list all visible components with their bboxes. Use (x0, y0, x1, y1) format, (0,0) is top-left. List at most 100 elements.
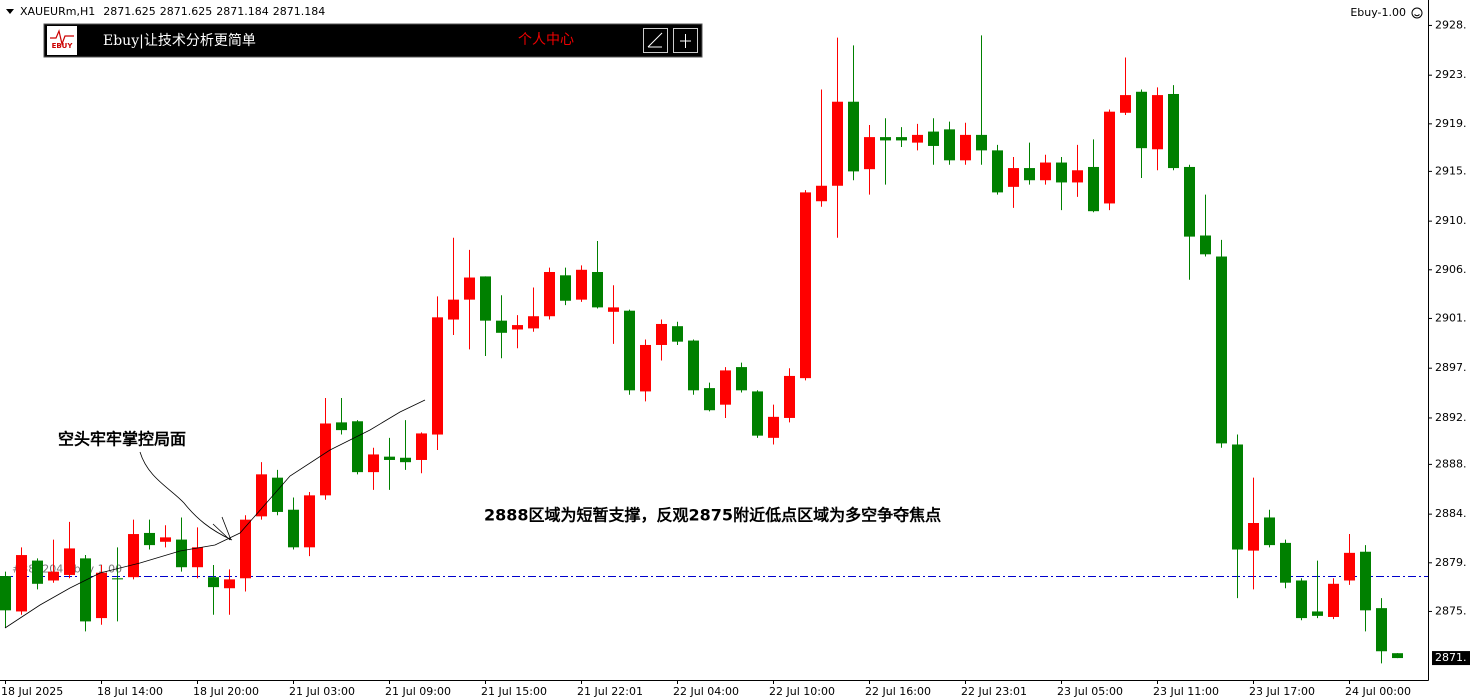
candle-body (1008, 168, 1019, 187)
candle-body (336, 422, 347, 431)
annotation: 2888区域为短暂支撑，反观2875附近低点区域为多空争夺焦点 (484, 506, 941, 525)
candle-body (1072, 170, 1083, 183)
x-tick-label: 24 Jul 00:00 (1345, 685, 1411, 698)
user-center[interactable]: 个人中心 (518, 32, 574, 48)
candle-body (560, 275, 571, 301)
header-low: 2871.184 (216, 5, 269, 18)
x-tick-label: 22 Jul 23:01 (961, 685, 1027, 698)
y-tick-label: 2892. (1435, 411, 1467, 424)
candle-body (848, 101, 859, 172)
candle-body (368, 454, 379, 473)
candle-body (832, 101, 843, 186)
candle-body (0, 576, 11, 611)
toolbar: EBUY Ebuy|让技术分析更简单 个人中心 (43, 23, 703, 58)
symbol: XAUEURm,H1 (20, 5, 95, 18)
candle-body (800, 192, 811, 379)
y-tick-label: 2897. (1435, 361, 1467, 374)
x-tick-label: 23 Jul 17:00 (1249, 685, 1315, 698)
candle-body (1104, 111, 1115, 204)
x-tick-label: 23 Jul 11:00 (1153, 685, 1219, 698)
y-tick-label: 2919. (1435, 117, 1467, 130)
candle-body (1312, 611, 1323, 616)
candle-body (288, 509, 299, 548)
candle-body (448, 299, 459, 320)
candle-body (576, 269, 587, 300)
candle-body (992, 150, 1003, 193)
candle-body (976, 134, 987, 151)
candle-body (240, 519, 251, 579)
candle-body (672, 326, 683, 342)
candle-body (224, 579, 235, 589)
candle-body (1152, 95, 1163, 150)
candle-body (176, 539, 187, 568)
menu-arrow[interactable] (6, 9, 14, 14)
candle-body (48, 571, 59, 581)
candle-body (928, 131, 939, 146)
plot-area: 2928. 2923. 2919. 2915. 2910. 2906. 2901. 2897.… (0, 18, 1470, 698)
candle-body (1344, 552, 1355, 581)
logo-wave (50, 29, 74, 47)
candle-body (384, 456, 395, 460)
candle-body (1120, 95, 1131, 113)
draw-line-button[interactable] (643, 28, 668, 53)
candle-body (464, 277, 475, 300)
annotation: 空头牢牢掌控局面 (58, 430, 186, 449)
candle-body (480, 276, 491, 321)
candle-body (752, 391, 763, 436)
candle-body (160, 537, 171, 542)
candle-body (1024, 168, 1035, 181)
pointer-line (139, 451, 233, 541)
x-tick-label: 18 Jul 20:00 (193, 685, 259, 698)
candle-body (512, 325, 523, 330)
candle-body (1168, 93, 1179, 169)
candle-body (784, 375, 795, 418)
candle-body (1360, 551, 1371, 611)
candle-body (64, 548, 75, 575)
candle-body (1328, 583, 1339, 617)
x-tick-label: 21 Jul 09:00 (385, 685, 451, 698)
x-tick-label: 22 Jul 16:00 (865, 685, 931, 698)
candle-body (272, 477, 283, 512)
y-tick-label: 2879. (1435, 556, 1467, 569)
logo-text: EBUY (52, 42, 74, 50)
x-tick-label: 21 Jul 03:00 (289, 685, 355, 698)
candle-body (112, 578, 123, 580)
candle-body (896, 137, 907, 141)
y-tick-label: 2906. (1435, 263, 1467, 276)
header-close: 2871.184 (273, 5, 326, 18)
candle-body (704, 388, 715, 411)
candle-body (608, 307, 619, 312)
candle-body (1264, 517, 1275, 546)
candle-body (416, 433, 427, 460)
candle-body (960, 134, 971, 161)
price-label-box (1432, 651, 1470, 666)
x-tick-label: 23 Jul 05:00 (1057, 685, 1123, 698)
toolbar-bg (43, 23, 703, 58)
candle-body (1296, 580, 1307, 619)
candle-body (1232, 444, 1243, 550)
brand: Ebuy|让技术分析更简单 (103, 32, 256, 49)
y-tick-label: 2915. (1435, 164, 1467, 177)
button-icon (647, 32, 663, 48)
crosshair-button[interactable] (673, 28, 698, 53)
candle-body (16, 555, 27, 612)
candle-body (640, 344, 651, 392)
candle-body (1088, 166, 1099, 212)
candle-body (432, 317, 443, 435)
price-label: 2871. (1435, 651, 1467, 664)
button-icon (680, 34, 691, 48)
candle-body (768, 416, 779, 438)
account-icon[interactable] (1411, 7, 1423, 19)
candle-body (1056, 162, 1067, 183)
candle-body (656, 323, 667, 345)
candle-body (1200, 235, 1211, 255)
y-tick-label: 2888. (1435, 457, 1467, 470)
y-tick-label: 2884. (1435, 507, 1467, 520)
icon-circle (1411, 7, 1423, 19)
y-tick-label: 2875. (1435, 604, 1467, 617)
candle-body (192, 547, 203, 568)
candle-body (1136, 91, 1147, 149)
